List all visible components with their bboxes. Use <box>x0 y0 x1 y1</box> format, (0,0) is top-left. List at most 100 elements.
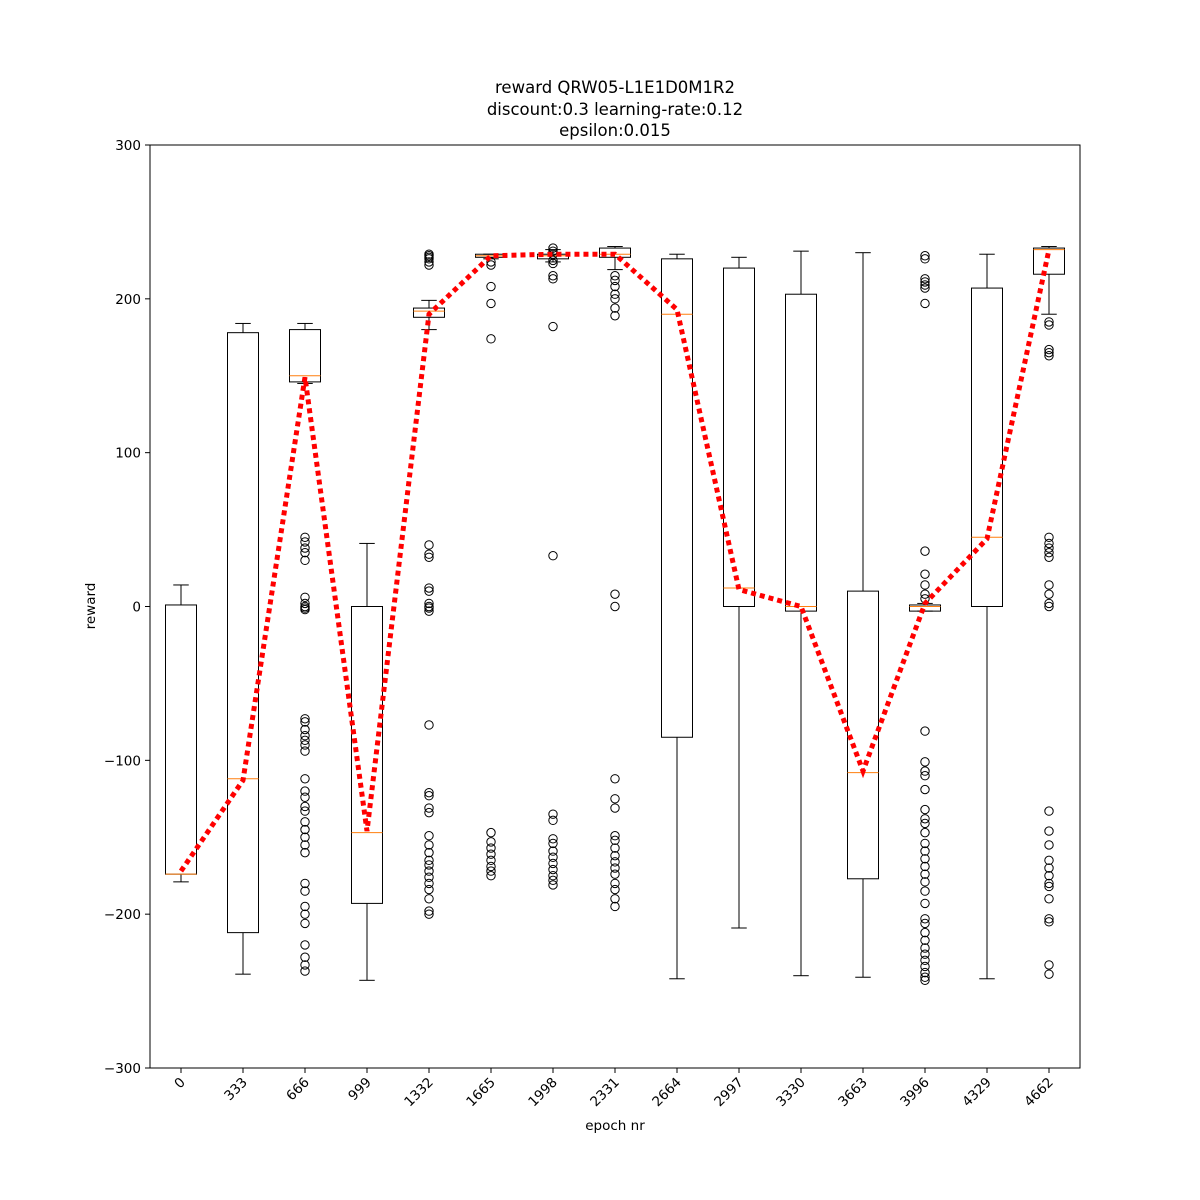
flier-point <box>548 243 558 253</box>
flier-point <box>486 843 496 853</box>
flier-point <box>548 246 558 256</box>
flier-point <box>610 851 620 861</box>
flier-point <box>548 255 558 266</box>
flier-point <box>424 807 434 818</box>
flier-point <box>300 940 310 950</box>
flier-point <box>1044 881 1054 892</box>
flier-point <box>424 257 434 267</box>
flier-point <box>300 774 310 784</box>
flier-point <box>920 967 930 978</box>
flier-point <box>486 281 496 292</box>
flier-point <box>920 766 930 776</box>
flier-point <box>424 847 434 858</box>
box-group-333 <box>227 322 259 975</box>
flier-point <box>610 281 620 292</box>
flier-point <box>486 861 496 872</box>
flier-point <box>300 746 310 756</box>
flier-point <box>1044 840 1054 850</box>
flier-point <box>300 847 310 858</box>
flier-point <box>610 863 620 873</box>
flier-point <box>424 540 434 550</box>
flier-point <box>1044 547 1054 558</box>
flier-point <box>610 275 620 286</box>
flier-point <box>920 726 930 736</box>
y-tick-label: 0 <box>132 600 141 616</box>
flier-point <box>300 901 310 912</box>
flier-point <box>920 955 930 966</box>
flier-point <box>920 935 930 946</box>
flier-point <box>610 843 620 853</box>
flier-point <box>300 714 310 724</box>
flier-point <box>920 274 930 284</box>
flier-point <box>300 824 310 835</box>
flier-point <box>920 854 930 864</box>
flier-point <box>486 827 496 838</box>
x-axis-label: epoch nr <box>585 1118 645 1134</box>
flier-point <box>920 280 930 290</box>
flier-point <box>1044 855 1054 866</box>
flier-point <box>610 884 620 895</box>
box-group-2997 <box>723 256 755 929</box>
flier-point <box>300 537 310 547</box>
flier-point <box>300 801 310 812</box>
flier-point <box>920 580 930 590</box>
flier-point <box>548 875 558 886</box>
y-tick-label: 100 <box>115 446 141 462</box>
flier-point <box>424 549 434 559</box>
flier-point <box>300 731 310 741</box>
y-tick-label: 300 <box>115 138 141 154</box>
flier-point <box>1044 351 1054 361</box>
flier-point <box>424 787 434 798</box>
flier-point <box>1044 532 1054 542</box>
flier-point <box>548 815 558 826</box>
flier-point <box>920 886 930 896</box>
flier-point <box>920 283 930 293</box>
box-group-2331 <box>599 246 631 912</box>
flier-point <box>1044 344 1054 355</box>
flier-point <box>920 975 930 986</box>
flier-point <box>610 294 620 304</box>
box-iqr <box>909 604 941 612</box>
flier-point <box>548 858 558 869</box>
flier-point <box>424 598 434 609</box>
flier-point <box>486 298 496 309</box>
flier-point <box>920 914 930 924</box>
flier-point <box>424 586 434 596</box>
flier-point <box>1044 317 1054 327</box>
flier-point <box>920 898 930 909</box>
title-line-1: reward QRW05-L1E1D0M1R2 <box>495 78 735 97</box>
flier-point <box>1044 580 1054 590</box>
flier-point <box>300 532 310 542</box>
flier-point <box>548 852 558 862</box>
flier-point <box>920 771 930 781</box>
flier-point <box>920 589 930 599</box>
flier-point <box>300 960 310 970</box>
flier-point <box>486 871 496 881</box>
flier-point <box>548 846 558 856</box>
y-axis-label: reward <box>83 583 99 630</box>
flier-point <box>920 757 930 767</box>
flier-point <box>1044 960 1054 970</box>
flier-point <box>1044 601 1054 612</box>
flier-point <box>424 791 434 801</box>
box-iqr <box>599 247 631 258</box>
box-iqr <box>1033 247 1065 275</box>
flier-point <box>610 794 620 804</box>
flier-point <box>486 334 496 344</box>
flier-point <box>424 860 434 870</box>
flier-point <box>300 555 310 566</box>
flier-point <box>424 840 434 850</box>
flier-point <box>610 857 620 867</box>
flier-point <box>300 966 310 976</box>
box-iqr <box>661 258 693 738</box>
flier-point <box>610 803 620 813</box>
flier-point <box>300 592 310 602</box>
flier-point <box>610 311 620 321</box>
flier-point <box>920 569 930 579</box>
flier-point <box>424 866 434 876</box>
flier-point <box>1044 598 1054 609</box>
flier-point <box>300 952 310 962</box>
flier-point <box>548 321 558 332</box>
flier-point <box>610 774 620 784</box>
flier-point <box>548 880 558 890</box>
